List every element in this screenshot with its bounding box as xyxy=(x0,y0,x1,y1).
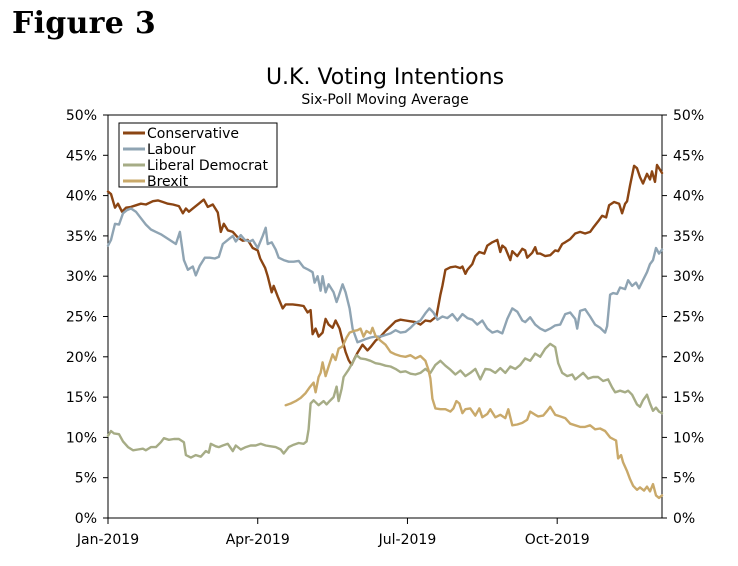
y-tick-label-left: 20% xyxy=(66,350,97,366)
y-tick-label-left: 35% xyxy=(66,229,97,245)
series-line-liberal-democrat xyxy=(106,342,664,459)
y-tick-label-right: 15% xyxy=(673,390,704,406)
y-tick-label-left: 25% xyxy=(66,310,97,326)
y-tick-label-left: 0% xyxy=(75,511,97,527)
x-tick-label: Jul-2019 xyxy=(378,532,437,548)
figure-label: Figure 3 xyxy=(12,6,157,41)
series-line-brexit xyxy=(284,326,664,500)
y-tick-label-right: 40% xyxy=(673,189,704,205)
y-tick-label-left: 5% xyxy=(75,471,97,487)
legend-label-conservative: Conservative xyxy=(147,126,239,142)
y-tick-label-right: 45% xyxy=(673,148,704,164)
y-tick-label-left: 45% xyxy=(66,148,97,164)
x-tick-label: Apr-2019 xyxy=(226,532,290,548)
y-tick-label-left: 50% xyxy=(66,108,97,124)
y-tick-label-left: 15% xyxy=(66,390,97,406)
y-axis-right: 0% 5% 10% 15% 20% 25% 30% 35% 40% 45% 50% xyxy=(662,108,704,527)
chart-title: U.K. Voting Intentions xyxy=(266,65,504,90)
y-tick-label-left: 30% xyxy=(66,269,97,285)
legend-label-liberal-democrat: Liberal Democrat xyxy=(147,158,268,174)
legend-box xyxy=(118,122,278,188)
y-tick-label-right: 35% xyxy=(673,229,704,245)
series-line-conservative xyxy=(106,163,664,367)
y-tick-label-right: 30% xyxy=(673,269,704,285)
legend-label-labour: Labour xyxy=(147,142,196,158)
y-tick-label-left: 10% xyxy=(66,430,97,446)
legend-label-brexit: Brexit xyxy=(147,174,189,190)
y-axis-left: 0% 5% 10% 15% 20% 25% 30% 35% 40% 45% 50% xyxy=(66,108,108,527)
y-tick-label-right: 10% xyxy=(673,430,704,446)
series-layer xyxy=(106,163,664,500)
series-line-labour xyxy=(106,207,664,344)
x-tick-label: Oct-2019 xyxy=(525,532,590,548)
y-tick-label-left: 40% xyxy=(66,189,97,205)
y-tick-label-right: 25% xyxy=(673,310,704,326)
y-tick-label-right: 0% xyxy=(673,511,695,527)
chart-subtitle: Six-Poll Moving Average xyxy=(301,92,468,108)
y-tick-label-right: 5% xyxy=(673,471,695,487)
y-tick-label-right: 50% xyxy=(673,108,704,124)
x-axis: Jan-2019 Apr-2019 Jul-2019 Oct-2019 xyxy=(76,518,590,548)
y-tick-label-right: 20% xyxy=(673,350,704,366)
x-tick-label: Jan-2019 xyxy=(76,532,139,548)
